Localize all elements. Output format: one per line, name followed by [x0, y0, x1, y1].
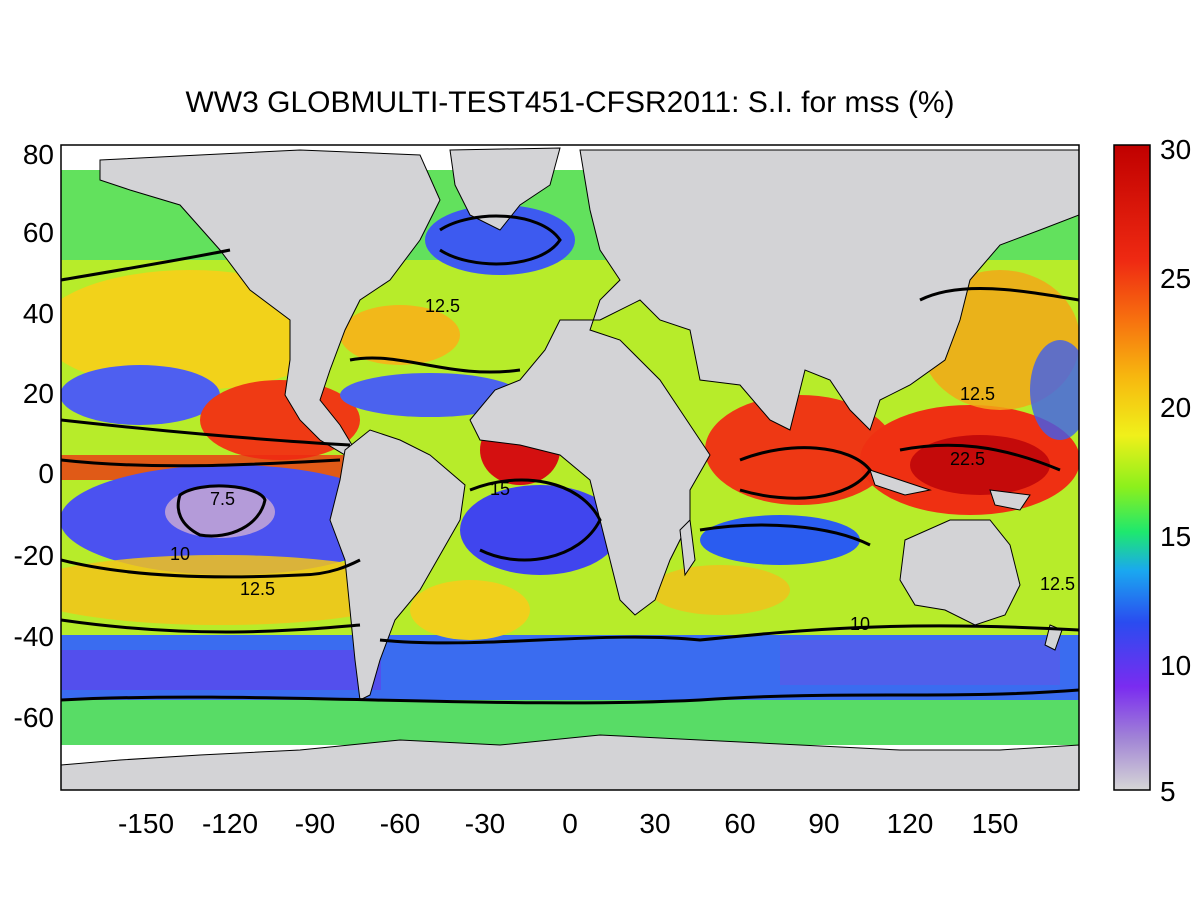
contour-label-15: 15 — [490, 479, 510, 499]
contour-label-225: 22.5 — [950, 449, 985, 469]
contour-label-10b: 10 — [850, 614, 870, 634]
y-tick-neg60: -60 — [13, 702, 54, 733]
antarctica-land — [61, 734, 1079, 790]
y-tick-neg40: -40 — [13, 621, 54, 652]
x-tick-60: 60 — [724, 808, 756, 839]
x-tick-30: 30 — [639, 808, 671, 839]
x-tick-neg90: -90 — [294, 808, 336, 839]
colorbar-tick-10: 10 — [1160, 650, 1192, 681]
x-tick-120: 120 — [886, 808, 934, 839]
contour-label-75: 7.5 — [210, 489, 235, 509]
madagascar-land — [679, 518, 696, 577]
eurasia-africa-land — [469, 149, 1079, 616]
y-tick-60: 60 — [22, 217, 54, 248]
new-guinea-land — [989, 489, 1031, 511]
contour-layer — [61, 214, 1079, 705]
indonesia-land — [869, 469, 932, 496]
colorbar-tick-25: 25 — [1160, 263, 1192, 294]
colorbar-tick-30: 30 — [1160, 134, 1192, 165]
x-tick-neg30: -30 — [464, 808, 506, 839]
x-tick-90: 90 — [808, 808, 840, 839]
contour-label-125b: 12.5 — [425, 296, 460, 316]
y-tick-neg20: -20 — [13, 540, 54, 571]
contour-label-10: 10 — [170, 544, 190, 564]
contour-label-125c: 12.5 — [1040, 574, 1075, 594]
x-tick-neg120: -120 — [201, 808, 259, 839]
colorbar-tick-15: 15 — [1160, 521, 1192, 552]
map-frame — [60, 144, 1080, 791]
contour-label-125: 12.5 — [240, 579, 275, 599]
y-tick-80: 80 — [22, 139, 54, 170]
y-tick-0: 0 — [38, 458, 54, 489]
colorbar-tick-5: 5 — [1160, 776, 1176, 807]
contour-label-layer: 7.5 10 12.5 12.5 12.5 12.5 22.5 10 15 — [170, 296, 1075, 634]
x-tick-0: 0 — [562, 808, 578, 839]
y-tick-40: 40 — [22, 298, 54, 329]
x-tick-neg60: -60 — [379, 808, 421, 839]
x-tick-150: 150 — [971, 808, 1019, 839]
land-layer — [61, 147, 1079, 790]
australia-land — [899, 519, 1021, 626]
x-tick-neg150: -150 — [117, 808, 175, 839]
contour-label-125d: 12.5 — [960, 384, 995, 404]
y-tick-20: 20 — [22, 378, 54, 409]
colorbar — [1113, 144, 1151, 791]
chart-title: WW3 GLOBMULTI-TEST451-CFSR2011: S.I. for… — [185, 86, 955, 119]
colorbar-tick-20: 20 — [1160, 392, 1192, 423]
